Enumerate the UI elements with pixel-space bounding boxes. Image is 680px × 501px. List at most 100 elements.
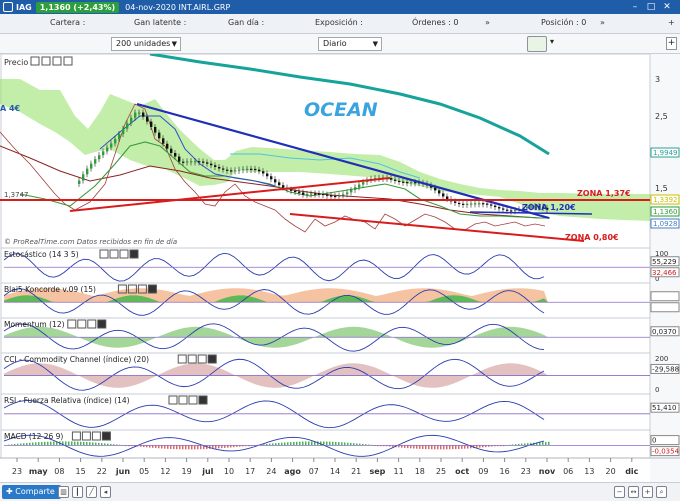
candle-body bbox=[334, 195, 337, 198]
indicator-tool-icon[interactable] bbox=[81, 431, 91, 441]
indicator-tool-icon[interactable] bbox=[198, 395, 208, 405]
zoom-out-icon[interactable]: − bbox=[614, 486, 625, 498]
time-tick-label: 16 bbox=[500, 467, 510, 476]
candle-body bbox=[482, 203, 485, 205]
posicion-label[interactable]: Posición : 0 bbox=[541, 18, 587, 27]
indicator-tool-icon[interactable] bbox=[197, 354, 207, 364]
zona-080-line bbox=[289, 213, 585, 242]
indicator-panel[interactable]: Blai5 Koncorde v.09 (15) bbox=[0, 282, 680, 319]
ordenes-label[interactable]: Órdenes : 0 bbox=[412, 18, 459, 27]
chart-area[interactable]: Precio OCEAN ZONA 1,37€ ZONA 1,20€ ZONA … bbox=[0, 52, 680, 482]
units-select-value: 200 unidades bbox=[116, 39, 171, 48]
app-icon bbox=[3, 2, 13, 12]
candle-body bbox=[162, 138, 165, 144]
price-tag: 1,1360 bbox=[650, 206, 680, 217]
indicator-scale-label: 100 bbox=[655, 250, 668, 258]
candle-body bbox=[246, 168, 249, 170]
candle-body bbox=[278, 182, 281, 186]
indicator-panel[interactable]: Estocástico (14 3 5) 100 0 55,229 32,466 bbox=[0, 247, 680, 284]
position-chevron-icon[interactable]: » bbox=[600, 18, 605, 27]
indicator-tool-icon[interactable] bbox=[168, 395, 178, 405]
units-select[interactable]: 200 unidades ▼ bbox=[111, 37, 181, 51]
time-tick-label: 24 bbox=[266, 467, 276, 476]
close-icon[interactable]: ✕ bbox=[663, 2, 671, 12]
candle-body bbox=[542, 206, 545, 208]
indicator-tool-icon[interactable] bbox=[71, 431, 81, 441]
indicator-tool-icon[interactable] bbox=[117, 284, 127, 294]
orders-chevron-icon[interactable]: » bbox=[485, 18, 490, 27]
indicator-tool-icon[interactable] bbox=[67, 319, 77, 329]
candle-body bbox=[166, 143, 169, 149]
indicator-tool-icon[interactable] bbox=[91, 431, 101, 441]
indicator-tool-icon[interactable] bbox=[188, 395, 198, 405]
zona-080-annotation: ZONA 0,80€ bbox=[565, 233, 619, 242]
indicator-tag-box bbox=[650, 435, 680, 446]
indicator-tool-icon[interactable] bbox=[147, 284, 157, 294]
zoom-in-icon[interactable]: + bbox=[642, 486, 653, 498]
candle-body bbox=[78, 180, 81, 184]
magnify-icon[interactable]: ⌕ bbox=[656, 486, 667, 498]
candle-body bbox=[290, 189, 293, 191]
bar-chart-icon[interactable]: ▥ bbox=[58, 486, 69, 498]
indicator-tool-icon[interactable] bbox=[137, 284, 147, 294]
zoom-fit-icon[interactable]: ↔ bbox=[628, 486, 639, 498]
candle-body bbox=[170, 148, 173, 153]
candle-body bbox=[218, 166, 221, 169]
indicator-tool-icon[interactable] bbox=[97, 319, 107, 329]
candle-body bbox=[234, 170, 237, 172]
candle-body bbox=[94, 159, 97, 164]
maximize-icon[interactable]: □ bbox=[646, 2, 656, 12]
indicator-menu-chevron-icon[interactable]: ▾ bbox=[550, 37, 555, 46]
price-panel[interactable]: Precio OCEAN ZONA 1,37€ ZONA 1,20€ ZONA … bbox=[0, 52, 680, 249]
price-panel-tools-icon[interactable] bbox=[30, 56, 73, 66]
gan-dia-label: Gan día : bbox=[228, 18, 265, 27]
period-select[interactable]: Diario ▼ bbox=[318, 37, 382, 51]
line-chart-icon[interactable]: ╱ bbox=[86, 486, 97, 498]
time-tick-label: 07 bbox=[309, 467, 319, 476]
indicator-tool-icon[interactable] bbox=[127, 284, 137, 294]
indicator-panel[interactable]: CCI - Commodity Channel (índice) (20) 200… bbox=[0, 352, 680, 395]
indicator-tool-icon[interactable] bbox=[129, 249, 139, 259]
indicator-tool-icon[interactable] bbox=[207, 354, 217, 364]
candle-body bbox=[134, 112, 137, 118]
time-tick-label: 18 bbox=[415, 467, 425, 476]
indicator-tool-icon[interactable] bbox=[87, 319, 97, 329]
zona-120-annotation: ZONA 1,20€ bbox=[522, 203, 576, 212]
candles-icon[interactable]: ┃ bbox=[72, 486, 83, 498]
indicator-scale-label: 0 bbox=[655, 386, 659, 394]
candle-body bbox=[342, 194, 345, 196]
time-tick-label: sep bbox=[369, 467, 385, 476]
indicator-tag-value: 0,0370 bbox=[652, 328, 677, 336]
candle-body bbox=[394, 179, 397, 181]
indicator-tool-icon[interactable] bbox=[119, 249, 129, 259]
time-tick-label: 25 bbox=[436, 467, 446, 476]
indicator-tool-icon[interactable] bbox=[101, 431, 111, 441]
indicator-tool-icon[interactable] bbox=[109, 249, 119, 259]
share-button-label: Comparte bbox=[15, 487, 55, 496]
indicator-tool-icon[interactable] bbox=[187, 354, 197, 364]
indicator-tool-icon[interactable] bbox=[177, 354, 187, 364]
indicator-tool-icon[interactable] bbox=[99, 249, 109, 259]
price-tag-value: 1,0928 bbox=[653, 220, 678, 228]
time-tick-label: may bbox=[29, 467, 48, 476]
candle-body bbox=[102, 151, 105, 156]
gan-latente-label: Gan latente : bbox=[134, 18, 187, 27]
candle-body bbox=[478, 203, 481, 205]
indicator-tool-icon[interactable] bbox=[77, 319, 87, 329]
candle-body bbox=[350, 189, 353, 193]
indicator-tag-value: -0,0354 bbox=[652, 448, 680, 456]
scroll-left-icon[interactable]: ◂ bbox=[100, 486, 111, 498]
price-scale-label: 1,5 bbox=[655, 184, 668, 193]
add-icon[interactable]: + bbox=[668, 18, 675, 27]
add-panel-icon[interactable]: + bbox=[666, 37, 677, 50]
minimize-icon[interactable]: – bbox=[632, 2, 638, 12]
candle-body bbox=[266, 173, 269, 177]
candle-body bbox=[534, 206, 537, 208]
indicator-panel[interactable]: RSI - Fuerza Relativa (índice) (14) 51,41… bbox=[0, 393, 680, 431]
candle-body bbox=[222, 168, 225, 170]
indicator-panel[interactable]: Momentum (12) 0,0370 bbox=[0, 317, 680, 354]
indicator-tool-icon[interactable] bbox=[178, 395, 188, 405]
share-button[interactable]: ✚ Comparte bbox=[2, 485, 61, 499]
indicator-panel[interactable]: MACD (12 26 9) 0 -0,0354 bbox=[0, 429, 680, 459]
indicator-icon[interactable] bbox=[527, 36, 547, 52]
